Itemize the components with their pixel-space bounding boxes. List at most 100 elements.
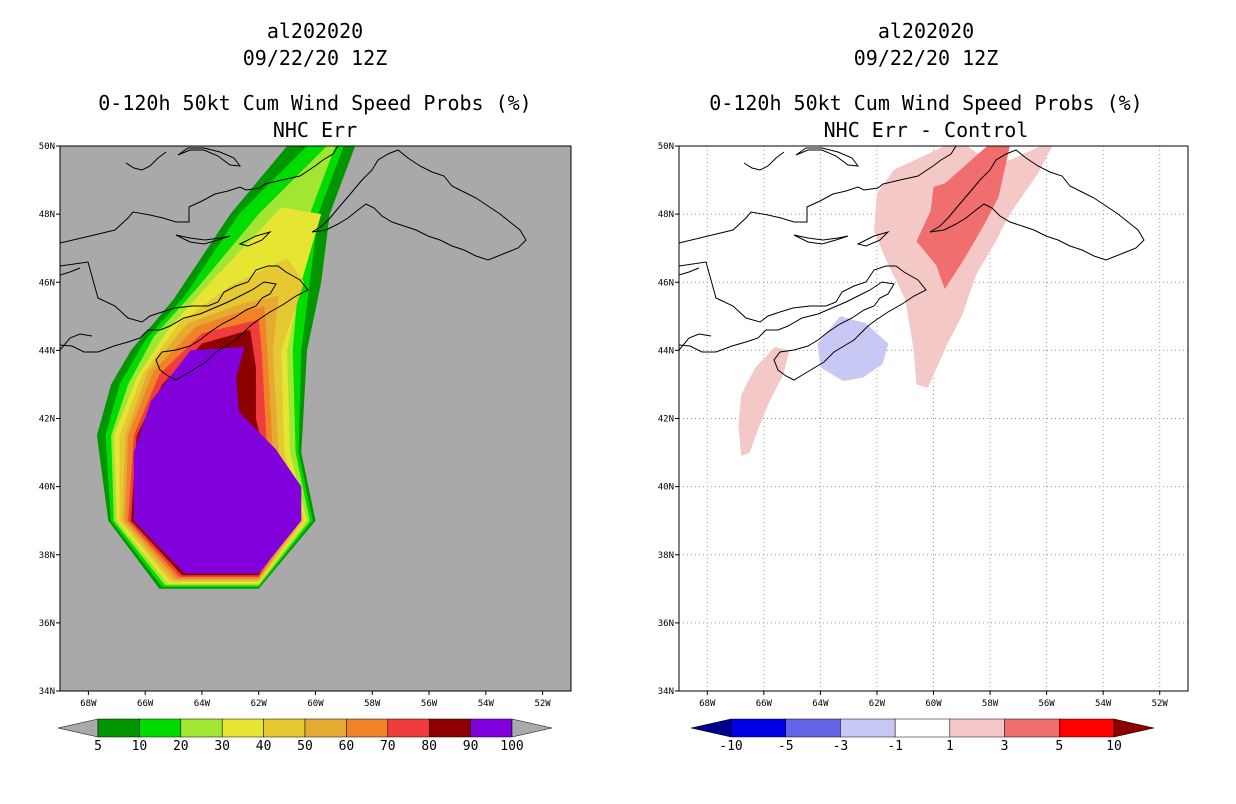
colorbar-label: 40 [256, 739, 272, 754]
contour-fill-90-9 [133, 347, 302, 574]
colorbar-label: 5 [1055, 739, 1063, 754]
colorbar-extend-low [690, 718, 732, 738]
y-tick-label: 36N [39, 619, 55, 629]
colorbar-swatch-4 [949, 718, 1005, 738]
y-tick-label: 40N [39, 483, 55, 493]
right-difference-fills [738, 146, 1053, 456]
colorbar-swatch-3 [221, 718, 264, 738]
x-tick-label: 62W [251, 699, 268, 709]
colorbar-extend-high [511, 718, 553, 738]
y-tick-label: 50N [39, 142, 55, 152]
x-tick-label: 60W [925, 699, 942, 709]
colorbar-label: 70 [380, 739, 396, 754]
colorbar-label: 10 [132, 739, 148, 754]
colorbar-swatch-8 [428, 718, 471, 738]
left-probability-fills [96, 146, 356, 589]
colorbar-extend-high [1113, 718, 1155, 738]
y-tick-label: 46N [39, 278, 55, 288]
left-chart-title: 0-120h 50kt Cum Wind Speed Probs (%) [98, 91, 531, 115]
y-tick-label: 48N [658, 210, 674, 220]
right-valid-time: 09/22/20 12Z [854, 46, 999, 70]
colorbar-swatch-6 [346, 718, 389, 738]
right-chart-subtitle: NHC Err - Control [824, 118, 1029, 142]
left-axes: 68W 66W 64W 62W 60W 58W 56W 54W 52W 34N 36N 38N 40N 4… [39, 142, 552, 709]
y-tick-label: 34N [39, 687, 55, 697]
x-tick-label: 56W [1038, 699, 1055, 709]
left-storm-id: al202020 [267, 19, 363, 43]
y-tick-label: 42N [39, 415, 55, 425]
right-storm-id: al202020 [878, 19, 974, 43]
colorbar-swatch-5 [304, 718, 347, 738]
right-chart-title: 0-120h 50kt Cum Wind Speed Probs (%) [709, 91, 1142, 115]
colorbar-swatch-0 [97, 718, 140, 738]
y-tick-label: 42N [658, 415, 674, 425]
y-tick-label: 44N [658, 346, 674, 356]
y-tick-label: 50N [658, 142, 674, 152]
x-tick-label: 54W [1095, 699, 1112, 709]
colorbar-label: 60 [339, 739, 355, 754]
colorbar-label: 100 [500, 739, 523, 754]
right-axes: 68W 66W 64W 62W 60W 58W 56W 54W 52W 34N 36N 38N 40N 4… [658, 142, 1169, 709]
colorbar-swatch-6 [1059, 718, 1115, 738]
colorbar-label: 50 [297, 739, 313, 754]
colorbar-swatch-7 [387, 718, 430, 738]
left-panel: al202020 09/22/20 12Z 0-120h 50kt Cum Wi… [39, 19, 572, 754]
colorbar-swatch-1 [785, 718, 841, 738]
y-tick-label: 40N [658, 483, 674, 493]
x-tick-label: 66W [137, 699, 154, 709]
right-colorbar: -10 -5 -3 -1 1 3 5 10 [690, 718, 1155, 754]
x-tick-label: 64W [194, 699, 211, 709]
colorbar-swatch-5 [1004, 718, 1060, 738]
x-tick-label: 58W [982, 699, 999, 709]
colorbar-label: -5 [778, 739, 794, 754]
right-gridlines [679, 146, 1188, 691]
x-tick-label: 60W [307, 699, 324, 709]
y-tick-label: 46N [658, 278, 674, 288]
left-valid-time: 09/22/20 12Z [243, 46, 388, 70]
x-tick-label: 66W [756, 699, 773, 709]
colorbar-swatch-2 [840, 718, 896, 738]
colorbar-swatch-9 [470, 718, 513, 738]
left-chart-subtitle: NHC Err [273, 118, 357, 142]
colorbar-label: -10 [719, 739, 742, 754]
colorbar-extend-low [57, 718, 99, 738]
y-tick-label: 36N [658, 619, 674, 629]
x-tick-label: 68W [699, 699, 716, 709]
colorbar-label: 20 [173, 739, 189, 754]
colorbar-swatch-1 [139, 718, 182, 738]
x-tick-label: 52W [1152, 699, 1169, 709]
contour-fill-3-2 [916, 146, 1010, 290]
colorbar-label: 10 [1106, 739, 1122, 754]
y-tick-label: 38N [39, 551, 55, 561]
colorbar-label: 80 [421, 739, 437, 754]
right-panel: al202020 09/22/20 12Z 0-120h 50kt Cum Wi… [658, 19, 1189, 754]
x-tick-label: 68W [80, 699, 97, 709]
x-tick-label: 58W [364, 699, 381, 709]
colorbar-label: 3 [1001, 739, 1009, 754]
y-tick-label: 44N [39, 346, 55, 356]
contour-fill-1-1 [738, 347, 790, 456]
colorbar-label: -3 [833, 739, 849, 754]
x-tick-label: 64W [812, 699, 829, 709]
colorbar-label: 1 [946, 739, 954, 754]
x-tick-label: 62W [869, 699, 886, 709]
colorbar-label: 90 [463, 739, 479, 754]
contour-fill-1-0 [874, 146, 1053, 388]
colorbar-label: -1 [887, 739, 903, 754]
contour-fill-neg1-3 [817, 316, 889, 381]
left-coastlines [60, 146, 527, 381]
y-tick-label: 38N [658, 551, 674, 561]
y-tick-label: 48N [39, 210, 55, 220]
x-tick-label: 56W [421, 699, 438, 709]
colorbar-label: 5 [94, 739, 102, 754]
right-coastlines [679, 146, 1145, 381]
x-tick-label: 52W [534, 699, 551, 709]
left-colorbar: 5 10 20 30 40 50 60 70 80 90 100 [57, 718, 553, 754]
colorbar-swatch-2 [180, 718, 223, 738]
x-tick-label: 54W [478, 699, 495, 709]
y-tick-label: 34N [658, 687, 674, 697]
colorbar-label: 30 [214, 739, 230, 754]
colorbar-swatch-4 [263, 718, 306, 738]
colorbar-swatch-3 [894, 718, 951, 738]
